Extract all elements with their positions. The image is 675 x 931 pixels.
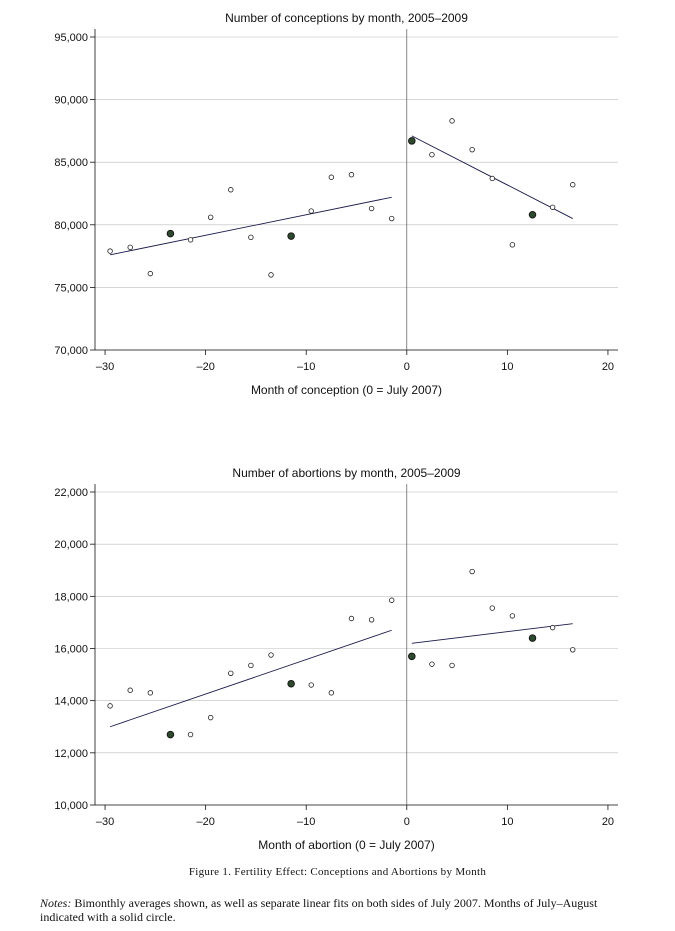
data-point <box>348 615 355 622</box>
x-axis-label: Month of conception (0 = July 2007) <box>251 383 442 397</box>
data-point <box>228 670 234 676</box>
data-point-filled <box>408 652 416 661</box>
data-point-filled <box>287 232 295 240</box>
data-point <box>489 175 495 182</box>
y-tick-label: 85,000 <box>54 157 88 169</box>
data-point <box>469 568 475 575</box>
data-point <box>187 237 194 243</box>
y-tick-label: 10,000 <box>54 800 88 812</box>
data-point <box>449 662 455 669</box>
data-point <box>107 248 113 254</box>
y-tick-label: 90,000 <box>54 95 88 107</box>
data-point-filled <box>166 730 175 739</box>
x-tick-label: –10 <box>297 816 315 828</box>
data-point <box>368 205 375 212</box>
conceptions-chart: Number of conceptions by month, 2005–200… <box>54 11 618 397</box>
fit-line <box>411 623 573 644</box>
x-tick-label: 20 <box>602 361 614 373</box>
x-tick-label: –30 <box>96 361 114 373</box>
data-point <box>489 605 495 611</box>
data-point <box>549 204 556 210</box>
y-tick-label: 80,000 <box>54 220 88 232</box>
data-point <box>207 214 214 220</box>
y-tick-label: 16,000 <box>54 644 88 656</box>
data-point-filled <box>287 679 295 688</box>
data-point <box>469 146 475 153</box>
data-point <box>429 661 435 667</box>
data-point <box>308 682 314 688</box>
data-point <box>187 731 194 738</box>
data-point <box>207 714 214 721</box>
data-point <box>268 652 274 658</box>
chart-title: Number of abortions by month, 2005–2009 <box>232 466 460 480</box>
fit-line <box>109 629 392 728</box>
y-tick-label: 75,000 <box>54 282 88 294</box>
data-point <box>308 208 314 214</box>
x-tick-label: 20 <box>602 816 614 828</box>
data-point <box>248 234 254 241</box>
data-point-filled <box>408 137 416 145</box>
data-point <box>389 597 395 603</box>
y-tick-label: 70,000 <box>54 345 88 357</box>
data-point <box>107 703 113 709</box>
data-point <box>147 270 154 277</box>
data-point-filled <box>528 634 537 642</box>
y-tick-label: 95,000 <box>54 32 88 44</box>
data-point <box>429 151 435 158</box>
x-tick-label: 10 <box>501 816 513 828</box>
x-tick-label: –10 <box>297 361 315 373</box>
data-point <box>328 174 335 180</box>
x-tick-label: 10 <box>501 361 513 373</box>
data-point <box>248 662 254 669</box>
data-point <box>127 687 133 693</box>
notes-label: Notes: <box>40 896 72 910</box>
data-point <box>509 242 516 248</box>
y-tick-label: 14,000 <box>54 696 88 708</box>
figure-caption: Figure 1. Fertility Effect: Conceptions … <box>188 866 487 878</box>
data-point <box>228 187 234 193</box>
data-point <box>389 215 395 222</box>
chart-title: Number of conceptions by month, 2005–200… <box>225 11 468 25</box>
figure-notes: Notes: Bimonthly averages shown, as well… <box>40 896 640 924</box>
abortions-chart: Number of abortions by month, 2005–2009 1… <box>54 466 618 852</box>
x-tick-label: –30 <box>96 816 114 828</box>
y-tick-label: 18,000 <box>54 591 88 603</box>
x-tick-label: 0 <box>404 361 410 373</box>
data-point <box>348 172 355 178</box>
data-point <box>127 244 133 251</box>
y-tick-label: 22,000 <box>54 487 88 499</box>
y-tick-label: 20,000 <box>54 539 88 551</box>
data-point <box>268 272 274 278</box>
x-tick-label: –20 <box>196 816 214 828</box>
data-point <box>449 118 455 124</box>
x-tick-label: 0 <box>404 816 410 828</box>
data-point <box>368 617 375 623</box>
data-point <box>328 690 335 696</box>
data-point <box>549 624 556 631</box>
data-point <box>570 647 576 653</box>
data-point <box>147 690 154 696</box>
notes-text: Bimonthly averages shown, as well as sep… <box>40 896 598 924</box>
x-axis-label: Month of abortion (0 = July 2007) <box>258 838 434 852</box>
x-tick-label: –20 <box>196 361 214 373</box>
data-point-filled <box>166 229 175 238</box>
y-tick-label: 12,000 <box>54 748 88 760</box>
data-point <box>570 182 576 188</box>
data-point-filled <box>528 211 537 219</box>
fit-line <box>109 196 392 256</box>
data-point <box>509 613 516 619</box>
